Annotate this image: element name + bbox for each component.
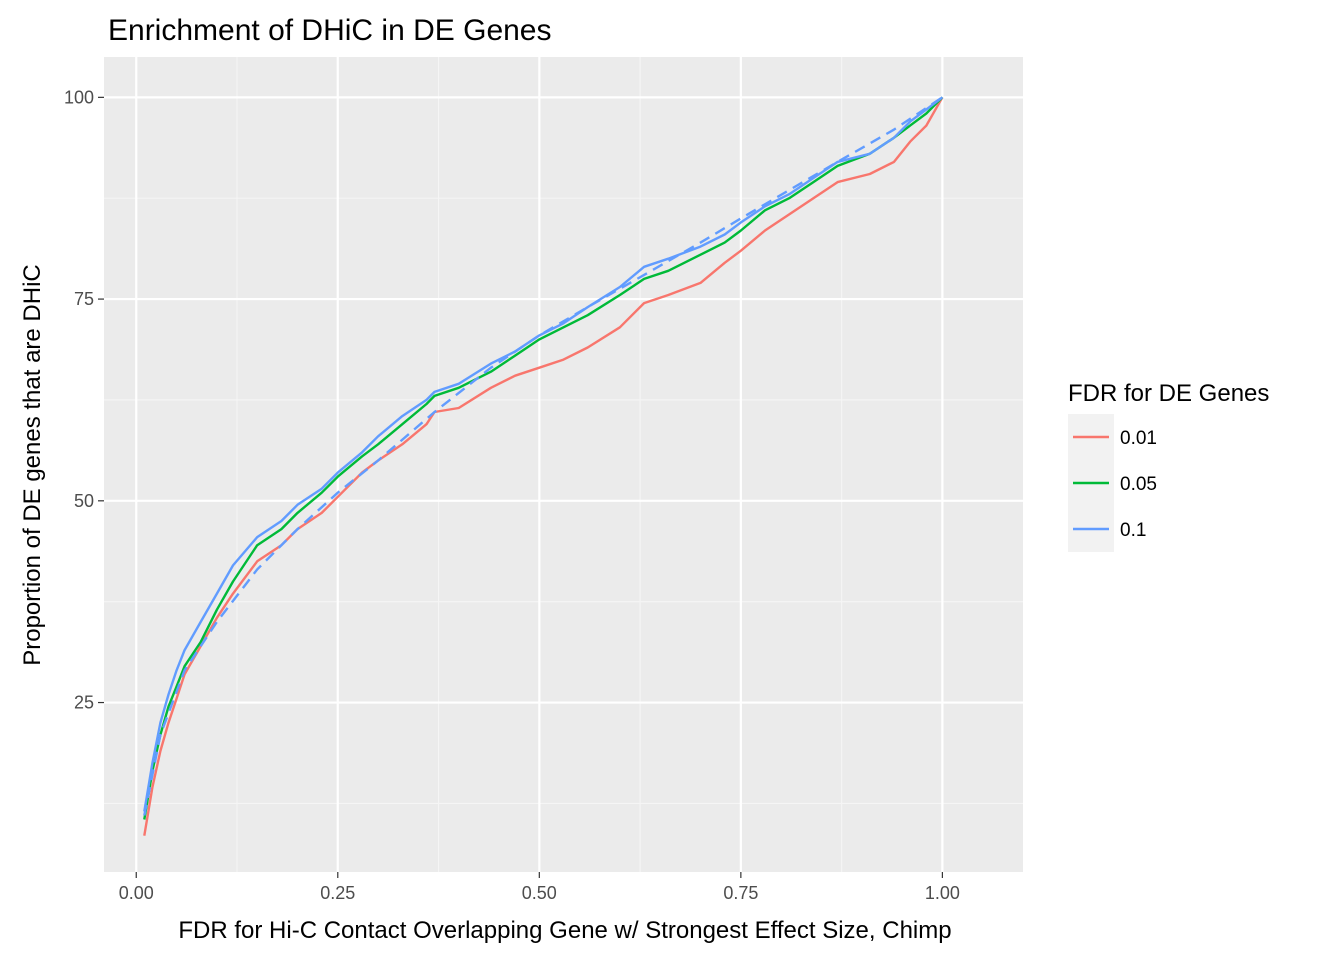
legend-label: 0.1 [1120, 520, 1146, 541]
series-line-0.1 [143, 96, 944, 812]
legend-title: FDR for DE Genes [1068, 380, 1269, 407]
y-tick-label: 50 [74, 491, 94, 511]
series-line-0.01 [143, 96, 944, 836]
x-tick-label: 0.25 [320, 883, 355, 903]
x-tick-label: 1.00 [925, 883, 960, 903]
x-tick-label: 0.00 [119, 883, 154, 903]
chart-title: Enrichment of DHiC in DE Genes [108, 14, 552, 47]
y-axis-label: Proportion of DE genes that are DHiC [19, 264, 46, 666]
plot-panel [104, 57, 1023, 872]
x-axis-ticks: 0.00 0.25 0.50 0.75 1.00 [119, 872, 960, 903]
y-tick-label: 25 [74, 693, 94, 713]
y-axis-ticks: 25 50 75 100 [64, 87, 104, 713]
grid-major [104, 57, 1023, 872]
y-tick-label: 75 [74, 289, 94, 309]
series-layer [143, 96, 944, 836]
x-tick-label: 0.50 [522, 883, 557, 903]
grid-minor [104, 57, 1023, 872]
reference-dashed-line [143, 96, 944, 816]
x-tick-label: 0.75 [723, 883, 758, 903]
x-axis-label: FDR for Hi-C Contact Overlapping Gene w/… [178, 917, 951, 944]
legend-label: 0.05 [1120, 474, 1157, 495]
legend-label: 0.01 [1120, 428, 1157, 449]
y-tick-label: 100 [64, 87, 94, 107]
legend: FDR for DE Genes 0.01 0.05 0.1 [1068, 380, 1269, 552]
